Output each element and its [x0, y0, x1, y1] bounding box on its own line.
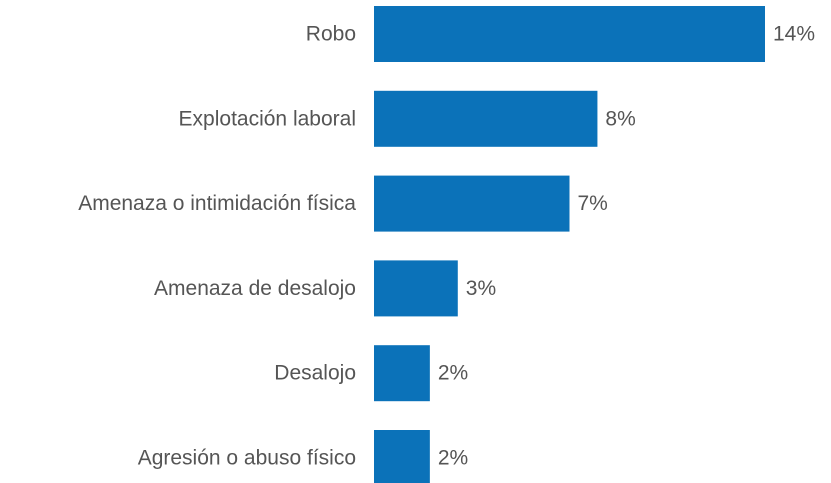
bar	[374, 90, 598, 147]
category-label: Robo	[306, 23, 356, 46]
category-label: Amenaza o intimidación física	[78, 192, 356, 215]
category-label: Agresión o abuso físico	[138, 447, 356, 470]
category-label: Explotación laboral	[179, 107, 356, 130]
category-label: Amenaza de desalojo	[154, 277, 356, 300]
value-label: 2%	[438, 362, 468, 385]
value-label: 8%	[605, 107, 635, 130]
value-label: 7%	[578, 192, 608, 215]
bar	[374, 175, 570, 232]
bar	[374, 260, 458, 317]
value-label: 2%	[438, 447, 468, 470]
bar	[374, 345, 430, 402]
value-label: 14%	[773, 23, 815, 46]
bar	[374, 6, 765, 62]
value-label: 3%	[466, 277, 496, 300]
bar	[374, 430, 430, 483]
category-label: Desalojo	[274, 362, 356, 385]
